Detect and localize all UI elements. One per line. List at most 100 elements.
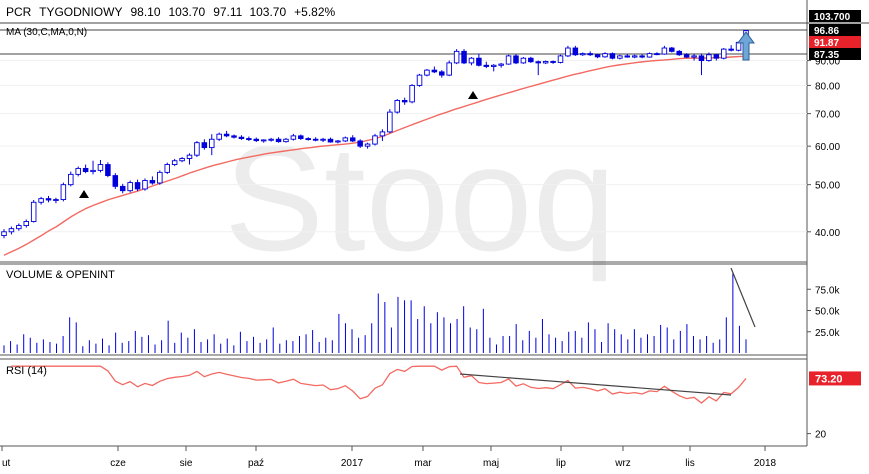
candle — [157, 170, 163, 185]
candle — [476, 53, 482, 67]
candle-body — [283, 138, 289, 143]
candle — [8, 226, 15, 235]
candle-body — [535, 61, 541, 64]
candle — [439, 70, 445, 78]
candle-body — [461, 50, 467, 64]
candle — [105, 162, 111, 178]
volume-panel-title: VOLUME & OPENINT — [6, 269, 115, 281]
header-open: 98.10 — [130, 5, 160, 19]
candle — [713, 53, 720, 61]
candle-body — [387, 111, 393, 133]
candle-body — [683, 54, 690, 58]
x-tick-label: lis — [685, 458, 694, 469]
volume-tick-label: 75.0k — [815, 285, 840, 296]
candle — [216, 132, 222, 141]
rsi-badge-bg — [809, 371, 861, 386]
volume-tick-label: 25.0k — [815, 328, 840, 339]
candle-body — [305, 138, 311, 141]
candle-body — [609, 53, 616, 59]
rsi-badge: 73.20 — [815, 373, 843, 385]
watermark: Stooq — [224, 114, 616, 282]
candle — [609, 52, 616, 60]
candle-body — [171, 160, 178, 165]
close-badge: 103.700 — [814, 12, 851, 23]
ma-badge-bg — [809, 36, 861, 48]
candle — [550, 60, 556, 64]
candle-body — [409, 84, 415, 103]
close-badge-bg — [809, 10, 861, 22]
candle — [669, 46, 675, 53]
candle-body — [587, 53, 593, 56]
candle-body — [90, 169, 96, 173]
ma-badge: 91.87 — [814, 38, 839, 49]
candle — [624, 54, 631, 58]
candle — [260, 139, 267, 143]
candle — [572, 45, 579, 56]
x-tick-label: wrz — [614, 458, 631, 469]
candle — [209, 134, 215, 156]
candle — [520, 57, 527, 64]
header-symbol: PCR — [6, 5, 32, 19]
candle — [639, 54, 645, 59]
candle — [45, 195, 52, 203]
candle — [283, 137, 289, 143]
candle-body — [654, 53, 660, 56]
price-tick-label: 70.00 — [815, 110, 840, 121]
candle — [587, 51, 593, 56]
candle — [528, 56, 534, 63]
candle-body — [216, 133, 222, 140]
candle-body — [720, 48, 727, 59]
candle-body — [68, 173, 74, 186]
candle — [349, 135, 356, 142]
candle — [513, 54, 519, 65]
candle — [23, 219, 30, 228]
candle-body — [528, 57, 534, 63]
rsi-tick-label: 20 — [815, 430, 827, 441]
x-tick-label: mar — [414, 458, 432, 469]
header-close: 103.70 — [249, 5, 286, 19]
candle — [453, 49, 460, 65]
candle-body — [1, 231, 7, 236]
header-low: 97.11 — [213, 5, 242, 19]
candle — [580, 52, 586, 56]
candle-body — [105, 164, 111, 177]
candle-body — [394, 100, 401, 113]
candle — [372, 133, 378, 146]
candle — [483, 61, 490, 69]
candle-body — [253, 138, 260, 142]
candle-body — [312, 138, 319, 141]
candle-body — [127, 182, 133, 192]
candle-body — [112, 175, 119, 187]
candle — [238, 135, 245, 140]
candle-body — [327, 138, 334, 143]
candle-body — [505, 55, 512, 65]
candle-body — [580, 53, 586, 56]
candle — [30, 200, 37, 223]
candle-body — [661, 47, 668, 55]
candle-body — [476, 57, 482, 66]
candle — [134, 179, 141, 192]
candle — [179, 157, 185, 163]
candle — [335, 139, 341, 144]
candle-body — [164, 164, 170, 173]
candle-body — [53, 199, 59, 201]
x-tick-label: lip — [556, 458, 566, 469]
candle — [565, 45, 571, 58]
candle — [142, 178, 148, 191]
candle-body — [246, 138, 252, 141]
candle-body — [490, 64, 497, 67]
candle-body — [669, 47, 675, 52]
ma-label: MA (30,C,MA,0,N) — [6, 27, 87, 38]
candle — [594, 53, 601, 59]
candle — [320, 137, 326, 142]
candle — [119, 183, 126, 194]
candle — [1, 229, 7, 239]
candle — [97, 159, 104, 173]
candle — [691, 53, 697, 61]
candle-body — [231, 135, 237, 138]
candle-body — [639, 55, 645, 58]
candle — [82, 164, 89, 174]
candle — [557, 54, 564, 64]
candle-body — [38, 198, 44, 203]
candle-body — [602, 53, 608, 58]
